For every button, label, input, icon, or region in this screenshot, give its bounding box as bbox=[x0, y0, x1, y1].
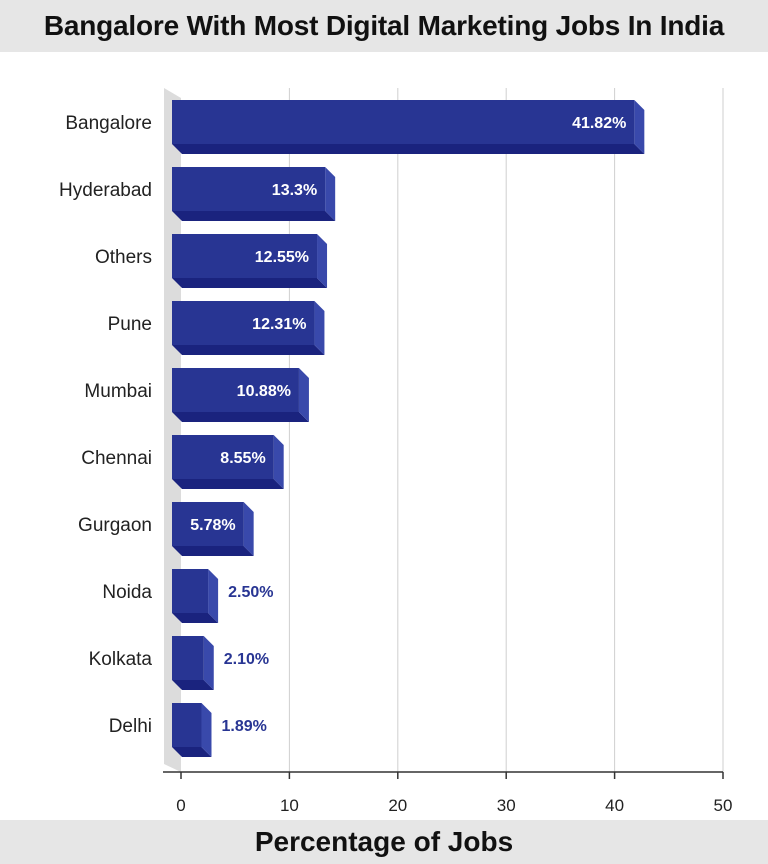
x-axis-label-banner: Percentage of Jobs bbox=[0, 820, 768, 864]
bar-side-face bbox=[203, 636, 214, 690]
bar-bottom-face bbox=[172, 613, 219, 623]
bar-side-face bbox=[201, 703, 212, 757]
chart-title: Bangalore With Most Digital Marketing Jo… bbox=[43, 10, 725, 41]
bar-bottom-face bbox=[172, 412, 309, 422]
bar-side-face bbox=[634, 100, 645, 154]
data-label: 13.3% bbox=[272, 182, 317, 199]
bar-side-face bbox=[243, 502, 254, 556]
category-label: Chennai bbox=[81, 448, 152, 469]
bar-bottom-face bbox=[172, 345, 325, 355]
category-label: Kolkata bbox=[89, 649, 153, 670]
category-label: Bangalore bbox=[65, 113, 152, 134]
bar-side-face bbox=[208, 569, 219, 623]
x-tick-label: 0 bbox=[176, 796, 185, 815]
category-label: Gurgaon bbox=[78, 515, 152, 536]
bar-bottom-face bbox=[172, 747, 212, 757]
bar-bottom-face bbox=[172, 278, 328, 288]
data-label: 12.55% bbox=[255, 249, 309, 266]
bar-bottom-face bbox=[172, 680, 214, 690]
category-label: Noida bbox=[102, 582, 152, 603]
x-axis-label: Percentage of Jobs bbox=[254, 826, 514, 857]
data-label: 10.88% bbox=[237, 383, 291, 400]
category-label: Mumbai bbox=[84, 381, 152, 402]
data-label: 12.31% bbox=[252, 316, 306, 333]
title-banner: Bangalore With Most Digital Marketing Jo… bbox=[0, 0, 768, 52]
x-tick-label: 10 bbox=[280, 796, 299, 815]
bar-side-face bbox=[314, 301, 325, 355]
bar-side-face bbox=[325, 167, 336, 221]
bar bbox=[172, 703, 202, 747]
bar bbox=[172, 569, 209, 613]
data-label: 8.55% bbox=[220, 450, 265, 467]
data-label: 2.50% bbox=[228, 584, 273, 601]
bar-bottom-face bbox=[172, 144, 645, 154]
x-tick-label: 50 bbox=[714, 796, 733, 815]
data-label: 1.89% bbox=[221, 718, 266, 735]
bar-bottom-face bbox=[172, 211, 336, 221]
x-tick-label: 30 bbox=[497, 796, 516, 815]
bar bbox=[172, 167, 326, 211]
data-label: 5.78% bbox=[190, 517, 235, 534]
bar-bottom-face bbox=[172, 546, 254, 556]
bar-side-face bbox=[317, 234, 328, 288]
bar bbox=[172, 636, 204, 680]
bar bbox=[172, 100, 635, 144]
bar bbox=[172, 502, 244, 546]
bar-side-face bbox=[273, 435, 284, 489]
category-label: Others bbox=[95, 247, 152, 268]
x-tick-label: 20 bbox=[388, 796, 407, 815]
x-tick-label: 40 bbox=[605, 796, 624, 815]
data-label: 41.82% bbox=[572, 115, 626, 132]
bar bbox=[172, 435, 274, 479]
data-label: 2.10% bbox=[224, 651, 269, 668]
category-label: Pune bbox=[108, 314, 152, 335]
bar bbox=[172, 368, 299, 412]
category-label: Hyderabad bbox=[59, 180, 152, 201]
bar bbox=[172, 301, 315, 345]
bar-side-face bbox=[298, 368, 309, 422]
bar-bottom-face bbox=[172, 479, 284, 489]
bar bbox=[172, 234, 318, 278]
category-label: Delhi bbox=[109, 716, 152, 737]
